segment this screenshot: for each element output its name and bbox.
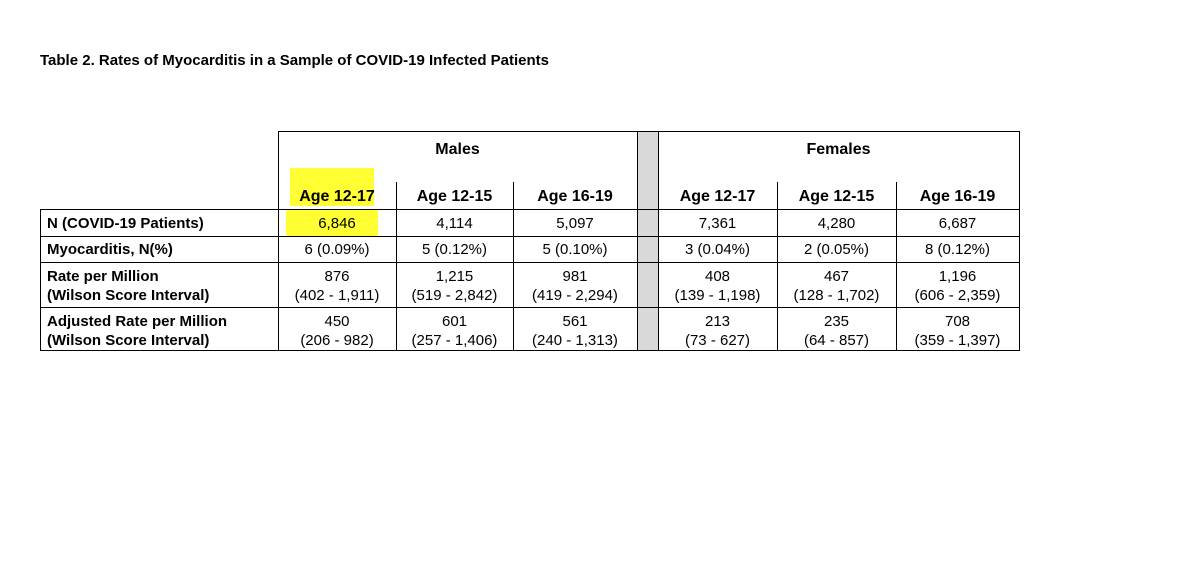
table-cell: 2 (0.05%) — [803, 241, 870, 258]
table-cell: 561 — [562, 313, 588, 330]
table-cell-interval: (206 - 982) — [300, 332, 374, 349]
table-cell: 7,361 — [698, 215, 737, 232]
table-cell-interval: (402 - 1,911) — [294, 287, 380, 304]
table-cell-interval: (64 - 857) — [803, 332, 870, 349]
table-cell: 601 — [441, 313, 468, 330]
table-cell: 235 — [823, 313, 850, 330]
table-cell-interval: (257 - 1,406) — [411, 332, 498, 349]
column-header: Age 16-19 — [537, 188, 613, 205]
table-cell-interval: (606 - 2,359) — [914, 287, 1001, 304]
column-header: Age 12-17 — [679, 188, 756, 205]
table-cell: 6,846 — [318, 215, 356, 232]
table-cell: 3 (0.04%) — [684, 241, 751, 258]
column-header: Age 12-15 — [798, 188, 875, 205]
row-label: Myocarditis, N(%) — [47, 241, 173, 258]
row-label-sub: (Wilson Score Interval) — [47, 332, 210, 349]
row-label: Rate per Million — [47, 268, 159, 285]
table-cell: 708 — [944, 313, 971, 330]
table-caption: Table 2. Rates of Myocarditis in a Sampl… — [40, 52, 550, 69]
column-header: Age 16-19 — [919, 188, 996, 205]
table-cell-interval: (139 - 1,198) — [674, 287, 761, 304]
table-cell: 6 (0.09%) — [304, 241, 370, 258]
column-header: Age 12-17 — [299, 188, 375, 205]
column-header: Age 12-15 — [416, 188, 493, 205]
table-cell-interval: (128 - 1,702) — [793, 287, 880, 304]
table-cell: 408 — [704, 268, 731, 285]
highlight-cell — [286, 210, 378, 236]
table-cell: 8 (0.12%) — [924, 241, 991, 258]
row-label-sub: (Wilson Score Interval) — [47, 287, 210, 304]
table-cell: 4,280 — [817, 215, 856, 232]
table-cell: 4,114 — [436, 215, 473, 232]
table-cell: 981 — [562, 268, 588, 285]
table-cell: 1,215 — [435, 268, 474, 285]
table-cell-interval: (73 - 627) — [684, 332, 751, 349]
row-label: N (COVID-19 Patients) — [47, 215, 204, 232]
table-cell: 467 — [823, 268, 850, 285]
group-header-females: Females — [806, 141, 871, 158]
table-cell: 1,196 — [938, 268, 977, 285]
table-cell: 450 — [324, 313, 350, 330]
table-cell-interval: (359 - 1,397) — [914, 332, 1001, 349]
table-cell-interval: (240 - 1,313) — [532, 332, 618, 349]
table-cell: 5,097 — [556, 215, 594, 232]
highlight-header — [290, 168, 374, 206]
table-cell-interval: (419 - 2,294) — [532, 287, 618, 304]
table-cell: 6,687 — [938, 215, 977, 232]
table-cell: 5 (0.12%) — [421, 241, 488, 258]
group-header-males: Males — [435, 141, 480, 158]
table-cell: 876 — [324, 268, 350, 285]
table-cell-interval: (519 - 2,842) — [411, 287, 498, 304]
table-cell: 5 (0.10%) — [542, 241, 608, 258]
row-label: Adjusted Rate per Million — [47, 313, 228, 330]
separator-column — [637, 131, 658, 350]
table-cell: 213 — [704, 313, 731, 330]
